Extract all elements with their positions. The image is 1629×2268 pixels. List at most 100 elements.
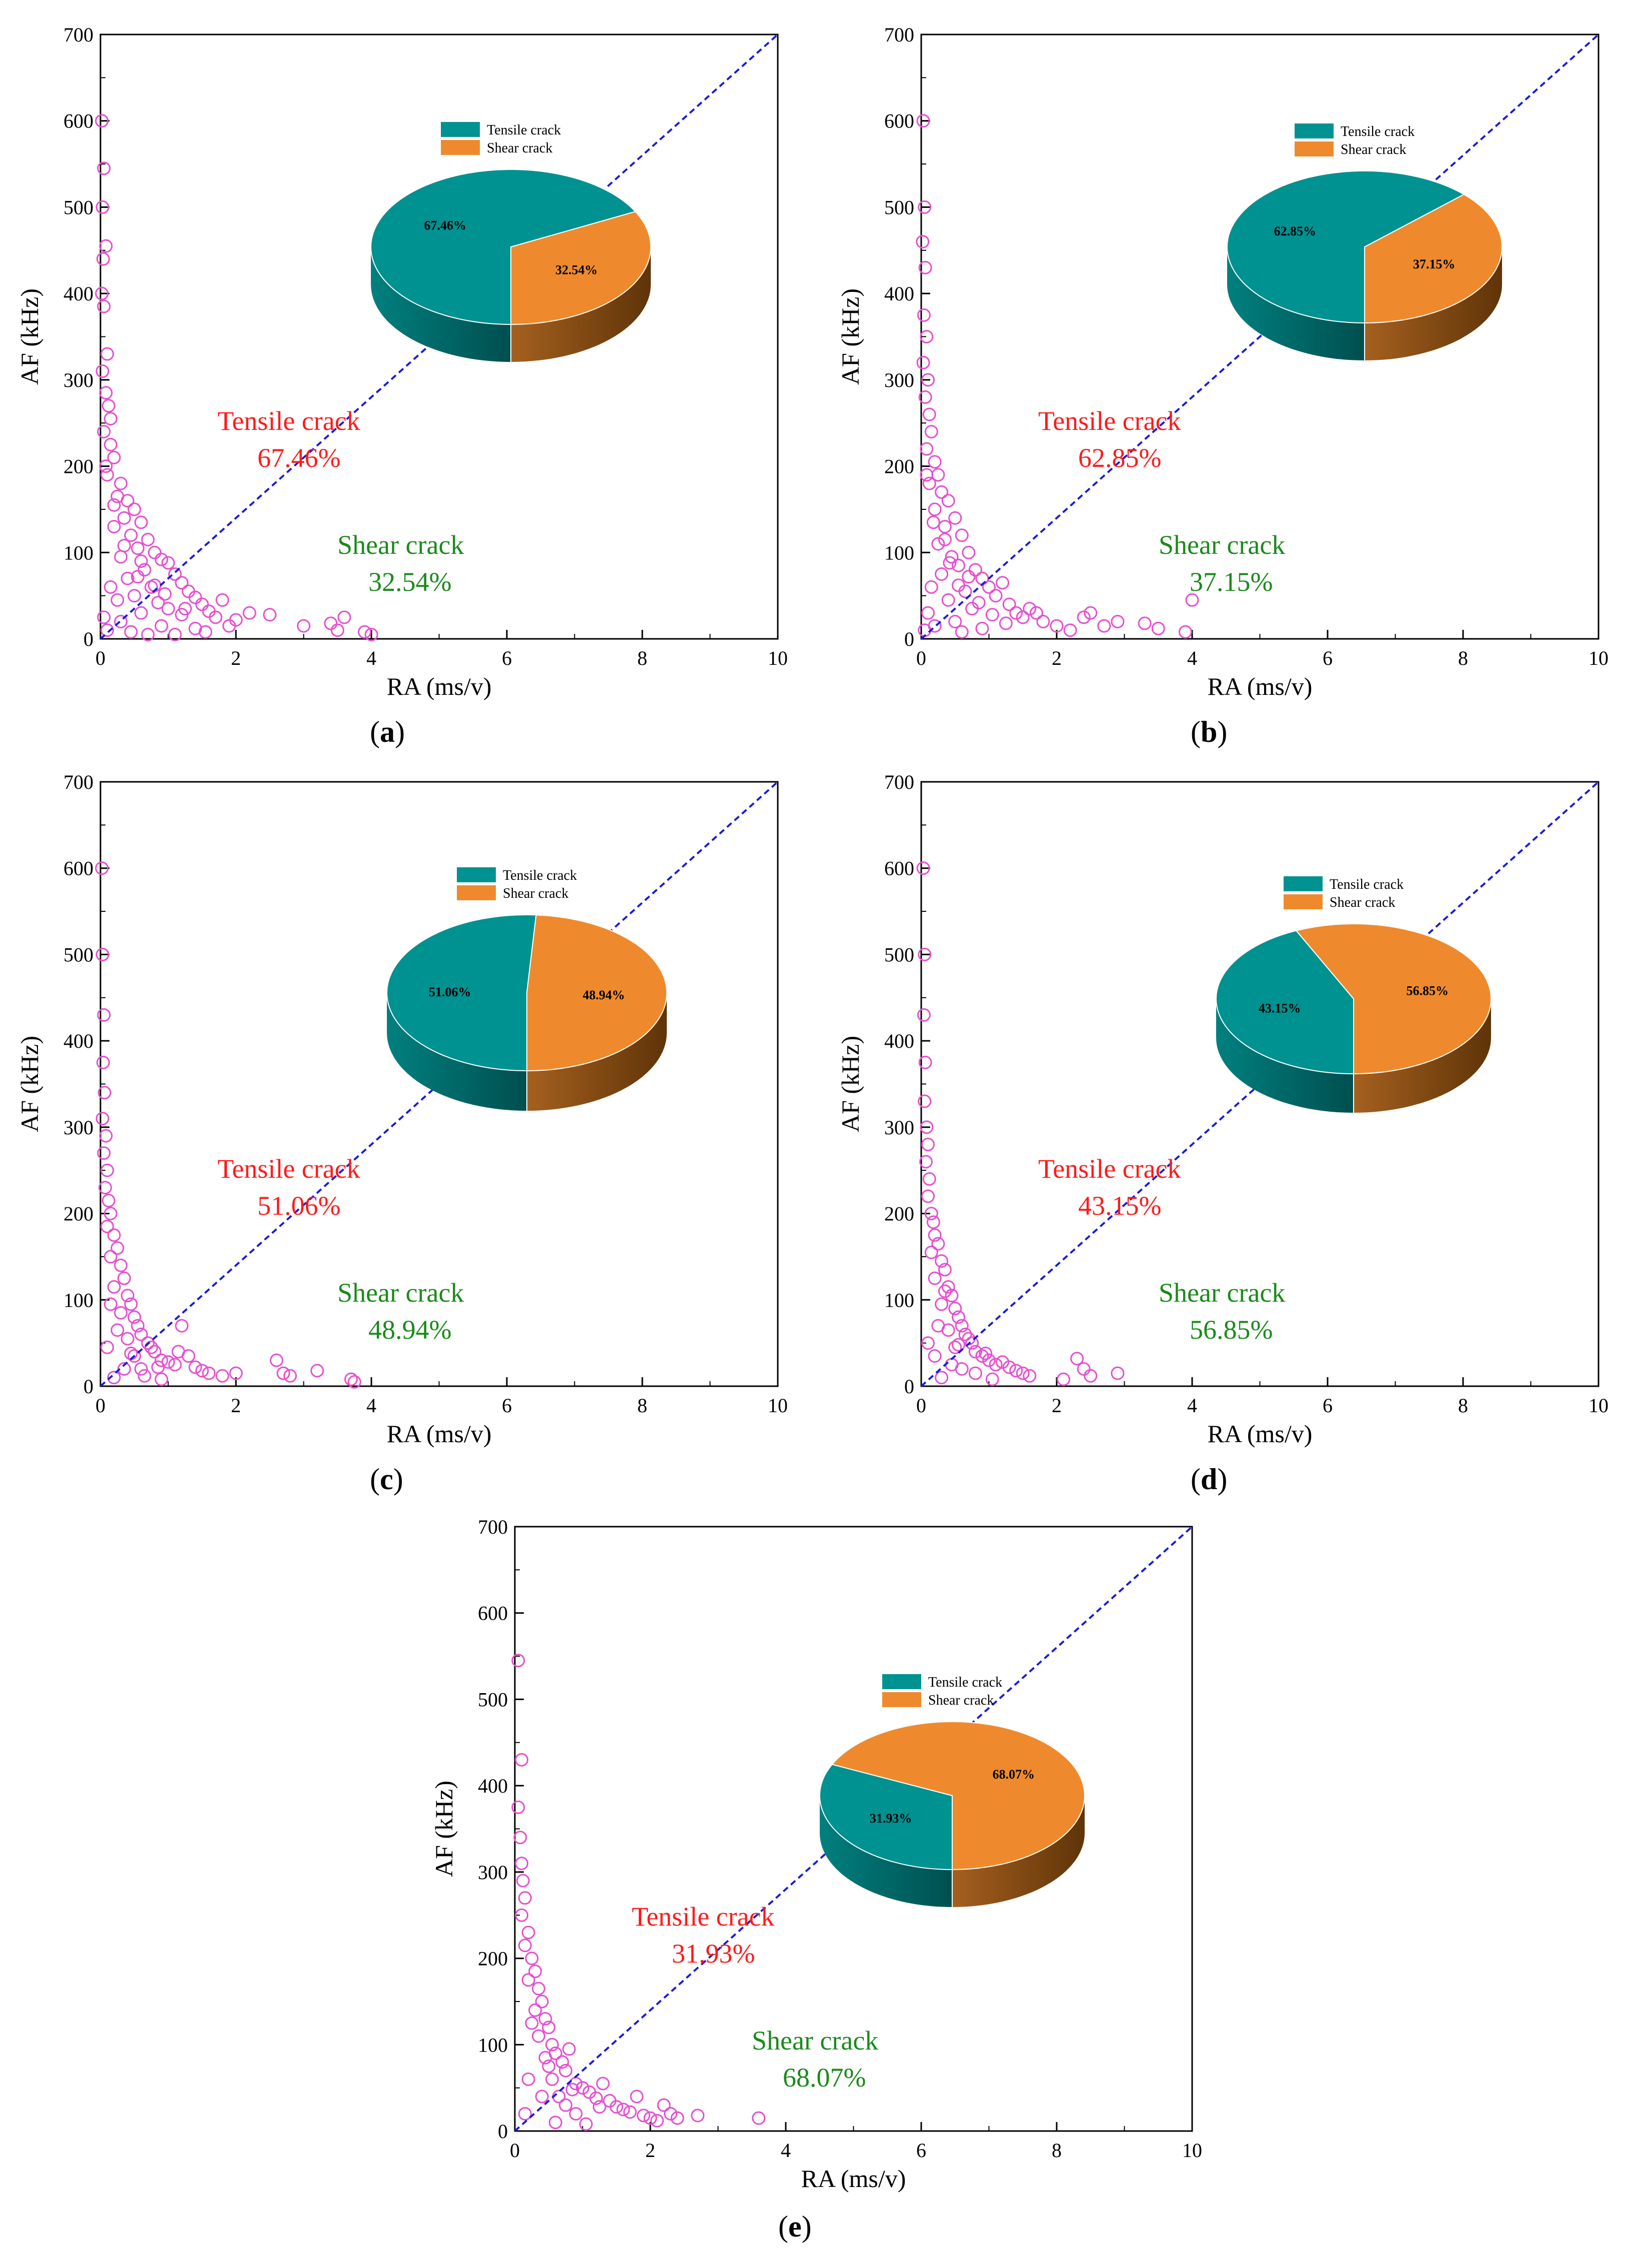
y-tick-label-e-100: 100: [478, 2034, 508, 2056]
scatter-point-c-7: [97, 1146, 111, 1160]
x-tick-label-d-2: 2: [1052, 1394, 1062, 1417]
scatter-point-c-16: [114, 1258, 128, 1272]
pie-slice-tensile-d: [1216, 930, 1354, 1075]
scatter-point-a-49: [263, 608, 277, 622]
scatter-point-e-35: [616, 2103, 630, 2117]
pie-label-tensile-a: 67.46%: [424, 218, 466, 233]
scatter-point-c-49: [117, 1362, 131, 1376]
scatter-point-a-37: [151, 595, 165, 609]
scatter-point-c-0: [95, 861, 109, 875]
pie-slice-shear-e: [831, 1721, 1085, 1871]
scatter-point-d-7: [919, 1155, 933, 1169]
scatter-point-c-15: [103, 1250, 117, 1264]
scatter-point-c-25: [120, 1332, 134, 1346]
shear-label-d: Shear crack: [1159, 1278, 1285, 1308]
scatter-point-e-24: [562, 2042, 576, 2056]
scatter-point-b-56: [975, 621, 989, 635]
scatter-point-d-5: [920, 1120, 934, 1134]
scatter-point-b-58: [938, 532, 952, 546]
scatter-point-a-20: [134, 515, 148, 529]
scatter-point-d-0: [916, 861, 930, 875]
pie-label-shear-b: 37.15%: [1413, 257, 1456, 271]
scatter-point-a-13: [107, 450, 121, 464]
y-tick-label-c-600: 600: [63, 857, 93, 880]
scatter-point-e-49: [518, 2107, 532, 2121]
scatter-point-b-38: [1023, 602, 1037, 616]
scatter-point-b-48: [1151, 621, 1165, 635]
x-tick-label-a-10: 10: [768, 647, 788, 669]
y-tick-label-a-400: 400: [63, 282, 93, 305]
scatter-point-b-39: [1029, 606, 1043, 620]
scatter-point-d-14: [924, 1245, 938, 1259]
scatter-point-e-11: [528, 1964, 542, 1978]
shear-value-a: 32.54%: [368, 567, 451, 597]
scatter-point-a-72: [99, 459, 113, 473]
scatter-point-b-14: [922, 476, 936, 490]
scatter-point-a-17: [120, 494, 134, 508]
scatter-point-e-0: [511, 1654, 525, 1668]
scatter-point-b-59: [926, 515, 940, 529]
x-tick-label-b-4: 4: [1187, 647, 1197, 669]
y-tick-label-a-0: 0: [83, 628, 93, 650]
scatter-point-c-22: [127, 1310, 141, 1324]
y-tick-label-d-400: 400: [884, 1030, 914, 1052]
pie-sides-d: [1216, 999, 1491, 1113]
x-axis-label-b: RA (ms/v): [1208, 672, 1313, 700]
scatter-point-c-5: [95, 1112, 109, 1126]
scatter-point-a-15: [114, 476, 128, 490]
shear-value-d: 56.85%: [1190, 1315, 1273, 1345]
scatter-point-a-54: [337, 610, 351, 624]
y-tick-label-d-300: 300: [884, 1116, 914, 1139]
scatter-layer-b: [916, 114, 1199, 639]
pie-sides-e: [820, 1796, 1085, 1907]
scatter-point-c-56: [171, 1345, 185, 1359]
legend-label-shear-a: Shear crack: [487, 140, 552, 156]
scatter-point-b-5: [920, 330, 934, 343]
x-tick-label-e-10: 10: [1182, 2139, 1202, 2162]
scatter-point-b-62: [985, 608, 999, 622]
scatter-point-a-39: [161, 602, 175, 616]
scatter-point-b-63: [920, 468, 934, 482]
scatter-point-e-50: [548, 2116, 562, 2130]
y-tick-label-e-600: 600: [478, 1602, 508, 1625]
scatter-point-d-3: [918, 1055, 932, 1069]
y-axis-label-e: AF (kHz): [430, 1781, 458, 1877]
y-tick-label-c-300: 300: [63, 1116, 93, 1139]
tensile-label-d: Tensile crack: [1038, 1154, 1181, 1184]
scatter-point-b-10: [924, 424, 938, 438]
scatter-point-d-23: [955, 1319, 969, 1333]
scatter-point-e-15: [528, 2003, 542, 2017]
scatter-point-b-16: [941, 494, 955, 508]
x-tick-label-b-2: 2: [1052, 647, 1062, 669]
scatter-point-a-24: [131, 541, 145, 555]
scatter-point-e-21: [538, 2051, 552, 2065]
y-tick-label-b-100: 100: [884, 541, 914, 564]
scatter-point-a-41: [215, 593, 229, 607]
scatter-point-a-63: [141, 627, 155, 641]
scatter-point-a-56: [357, 625, 371, 639]
scatter-point-a-48: [242, 606, 256, 620]
x-tick-label-c-0: 0: [95, 1394, 105, 1417]
scatter-point-d-32: [989, 1358, 1003, 1372]
x-axis-label-e: RA (ms/v): [801, 2165, 906, 2193]
scatter-point-b-17: [928, 502, 942, 516]
scatter-layer-c: [95, 861, 361, 1389]
x-tick-label-b-6: 6: [1323, 647, 1333, 669]
tensile-value-e: 31.93%: [672, 1939, 755, 1969]
scatter-point-e-14: [535, 1995, 549, 2009]
scatter-point-e-27: [576, 2081, 589, 2095]
x-axis-label-a: RA (ms/v): [387, 672, 492, 700]
scatter-point-b-6: [916, 355, 930, 369]
shear-label-e: Shear crack: [752, 2026, 878, 2056]
scatter-point-c-13: [107, 1228, 121, 1242]
y-axis-label-d: AF (kHz): [836, 1036, 864, 1132]
x-tick-label-e-2: 2: [645, 2139, 655, 2162]
scatter-point-e-2: [511, 1800, 525, 1814]
scatter-layer-a: [95, 114, 378, 641]
x-tick-label-d-4: 4: [1187, 1394, 1197, 1417]
scatter-point-a-9: [99, 386, 113, 400]
x-tick-label-d-10: 10: [1589, 1394, 1609, 1417]
legend-label-tensile-c: Tensile crack: [503, 868, 577, 883]
